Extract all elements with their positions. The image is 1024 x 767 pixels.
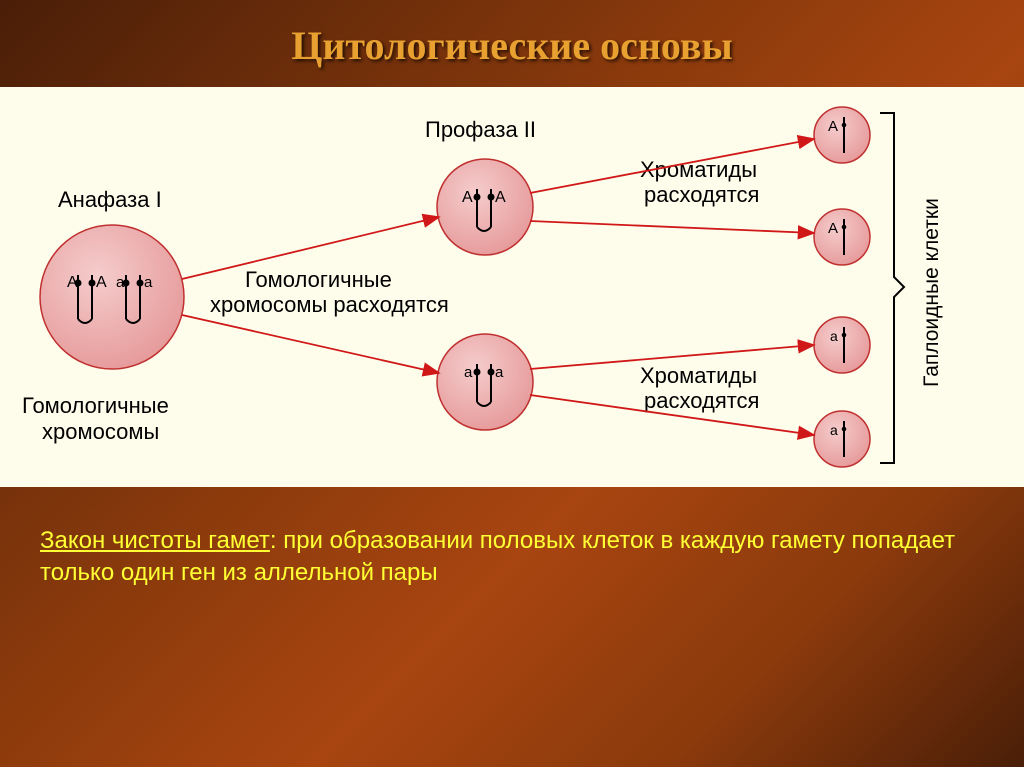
label-a-right: a xyxy=(116,274,125,291)
caption-text: Закон чистоты гамет: при образовании пол… xyxy=(0,487,1024,590)
cell-final-A2 xyxy=(814,209,870,265)
label-a-right2: a xyxy=(144,274,153,291)
label-homologous-bottom2: хромосомы xyxy=(42,419,159,444)
label-anaphase: Анафаза I xyxy=(58,187,162,212)
label-chromatid-bot2: расходятся xyxy=(644,388,759,413)
label-aa-2: a xyxy=(495,364,504,381)
label-haploid: Гаплоидные клетки xyxy=(920,198,943,387)
meiosis-diagram: A A a a Анафаза I Гомологичные хромосомы… xyxy=(0,87,1024,487)
label-AA-2: A xyxy=(495,189,506,206)
label-f-A2: A xyxy=(828,220,838,237)
label-A-left: A xyxy=(67,274,78,291)
label-f-a1: a xyxy=(830,328,838,344)
cell-final-A1 xyxy=(814,107,870,163)
label-homologous-bottom1: Гомологичные xyxy=(22,393,169,418)
law-title: Закон чистоты гамет xyxy=(40,527,270,554)
slide-title: Цитологические основы xyxy=(0,0,1024,87)
cell-final-a1 xyxy=(814,317,870,373)
label-AA-1: A xyxy=(462,189,473,206)
cell-final-a2 xyxy=(814,411,870,467)
label-chromatid-top2: расходятся xyxy=(644,182,759,207)
label-chromatid-bot1: Хроматиды xyxy=(640,363,757,388)
label-A-left2: A xyxy=(96,274,107,291)
label-prophase: Профаза II xyxy=(425,117,536,142)
cell-prophase-a xyxy=(437,334,533,430)
label-aa-1: a xyxy=(464,364,473,381)
label-homolog-mid2: хромосомы расходятся xyxy=(210,292,449,317)
bracket xyxy=(880,113,904,463)
cell-prophase-A xyxy=(437,159,533,255)
label-f-a2: a xyxy=(830,422,838,438)
cell-anaphase xyxy=(40,225,184,369)
label-f-A1: A xyxy=(828,118,838,135)
diagram-area: A A a a Анафаза I Гомологичные хромосомы… xyxy=(0,87,1024,487)
label-homolog-mid1: Гомологичные xyxy=(245,267,392,292)
